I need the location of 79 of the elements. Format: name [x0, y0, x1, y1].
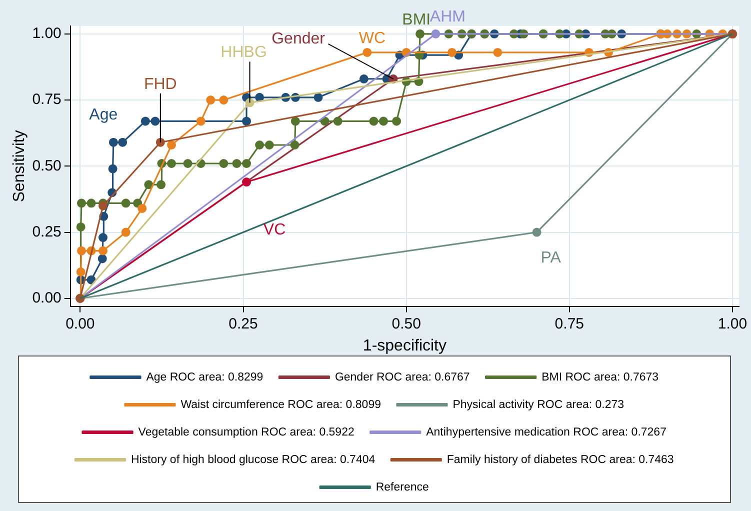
legend-label: Vegetable consumption ROC area: 0.5922	[138, 426, 354, 438]
point	[314, 92, 323, 102]
point	[76, 267, 86, 276]
legend-label: BMI ROC area: 0.7673	[542, 371, 659, 384]
annotation: WC	[358, 30, 386, 47]
point	[242, 178, 252, 187]
annotation: BMI	[402, 11, 431, 28]
point	[144, 180, 154, 190]
point	[219, 96, 228, 105]
y-tick-label: 0.00	[32, 290, 62, 307]
point	[76, 198, 86, 208]
point	[532, 228, 542, 237]
y-tick-label: 0.25	[32, 223, 62, 240]
legend-label: Gender ROC area: 0.6767	[334, 371, 470, 384]
point	[255, 140, 264, 150]
point	[156, 180, 166, 190]
point	[108, 164, 118, 174]
annotation: FHD	[144, 76, 177, 93]
annotation: PA	[540, 250, 562, 267]
x-tick-label: 0.00	[66, 315, 95, 332]
point	[362, 48, 372, 57]
y-tick-label: 0.75	[32, 91, 62, 108]
point	[140, 116, 150, 126]
point	[121, 198, 130, 208]
point	[242, 116, 252, 126]
point	[264, 140, 274, 150]
annotation: Gender	[272, 30, 326, 48]
x-tick-label: 0.75	[554, 315, 584, 332]
point	[167, 159, 176, 168]
point	[206, 96, 216, 105]
point	[86, 198, 96, 208]
legend-label: Age ROC area: 0.8299	[146, 371, 264, 384]
point	[118, 138, 128, 147]
x-tick-label: 1.00	[718, 315, 748, 332]
point	[369, 116, 378, 126]
point	[447, 48, 456, 57]
point	[232, 159, 242, 168]
annotation: AHM	[430, 8, 466, 26]
point	[392, 116, 402, 126]
y-axis-title: Sensitivity	[11, 130, 28, 202]
point	[219, 159, 228, 168]
point	[150, 116, 160, 126]
point	[98, 201, 108, 210]
annotation: VC	[263, 221, 286, 238]
legend-label: Physical activity ROC area: 0.273	[452, 398, 624, 411]
point	[416, 29, 425, 38]
point	[242, 159, 252, 168]
point	[98, 254, 107, 264]
point	[76, 222, 86, 232]
legend-label: Reference	[376, 481, 429, 494]
annotation: HHBG	[220, 44, 267, 62]
point	[183, 159, 192, 168]
point	[167, 140, 176, 150]
point	[98, 246, 108, 256]
y-tick-label: 1.00	[32, 25, 62, 42]
point	[290, 140, 300, 150]
legend-label: Waist circumference ROC area: 0.8099	[180, 398, 381, 411]
point	[493, 48, 502, 57]
legend-label: Family history of diabetes ROC area: 0.7463	[446, 454, 674, 466]
legend-label: History of high blood glucose ROC area: 0.7404	[130, 454, 376, 466]
point	[431, 29, 440, 38]
annotation: Age	[89, 106, 118, 124]
point	[108, 138, 118, 147]
point	[156, 138, 165, 147]
point	[196, 116, 206, 126]
point	[379, 116, 388, 126]
x-tick-label: 0.25	[228, 315, 258, 332]
point	[98, 233, 108, 242]
y-tick-label: 0.50	[32, 157, 62, 174]
point	[76, 246, 86, 256]
x-axis-title: 1-specificity	[362, 337, 446, 354]
point	[138, 204, 147, 213]
point	[121, 228, 130, 237]
legend-label: Antihypertensive medication ROC area: 0.7267	[426, 426, 666, 438]
x-tick-label: 0.50	[392, 315, 421, 332]
point	[333, 116, 342, 126]
point	[245, 98, 254, 108]
point	[290, 116, 300, 126]
point	[359, 74, 368, 84]
